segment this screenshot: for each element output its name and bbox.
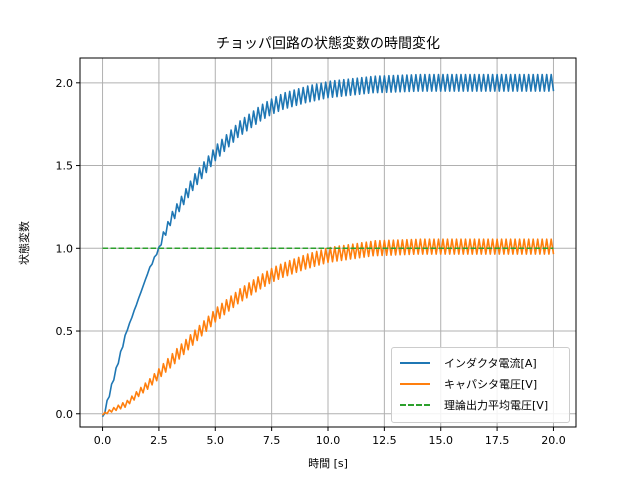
legend-line-icon [400,383,430,385]
series-line-capacitor-voltage [101,238,555,416]
legend-label: インダクタ電流[A] [444,357,537,370]
legend: インダクタ電流[A] キャパシタ電圧[V] 理論出力平均電圧[V] [391,347,570,423]
x-tick-label: 0.0 [94,434,112,447]
legend-item-inductor-current: インダクタ電流[A] [400,353,537,373]
x-tick-label: 2.5 [150,434,168,447]
chart-title: チョッパ回路の状態変数の時間変化 [216,36,440,52]
x-tick-label: 5.0 [207,434,225,447]
x-tick-label: 7.5 [263,434,281,447]
data-lines [101,73,555,418]
y-tick-label: 0.0 [56,408,74,421]
legend-item-capacitor-voltage: キャパシタ電圧[V] [400,374,537,394]
x-tick-label: 15.0 [428,434,453,447]
series-line-inductor-current [101,73,555,418]
x-tick-label: 17.5 [485,434,510,447]
x-tick-label: 20.0 [541,434,566,447]
x-axis-label: 時間 [s] [308,457,348,470]
y-tick-label: 1.0 [56,242,74,255]
y-axis-label: 状態変数 [18,221,31,265]
legend-item-theoretical-voltage: 理論出力平均電圧[V] [400,395,548,415]
legend-label: キャパシタ電圧[V] [444,378,538,391]
y-tick-label: 0.5 [56,325,74,338]
legend-line-icon [400,362,430,364]
y-tick-label: 1.5 [56,160,74,173]
legend-label: 理論出力平均電圧[V] [444,399,549,412]
x-tick-label: 12.5 [372,434,397,447]
x-tick-label: 10.0 [316,434,341,447]
legend-dashed-line-icon [400,404,430,406]
y-tick-label: 2.0 [56,77,74,90]
axis-ticks: 0.0 2.5 5.0 7.5 10.0 12.5 15.0 17.5 20.0 0.0 0.5 1.… [56,77,566,447]
